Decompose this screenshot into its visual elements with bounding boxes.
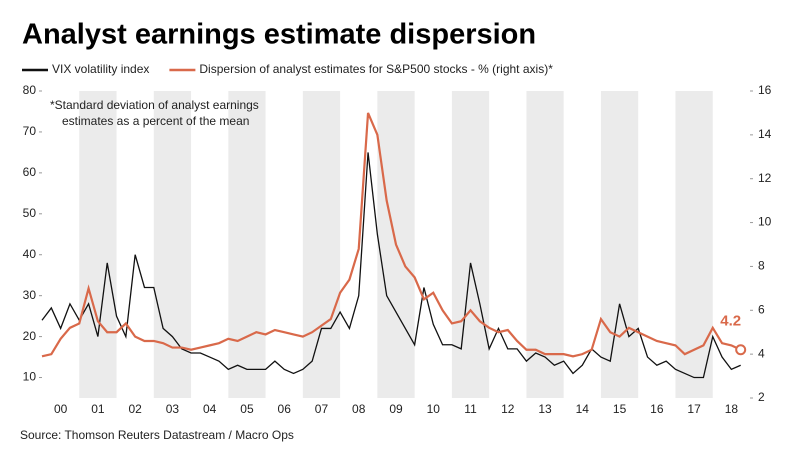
- legend-label: Dispersion of analyst estimates for S&P5…: [199, 62, 553, 76]
- year-band: [451, 91, 490, 398]
- y-tick-label: 20: [23, 329, 37, 343]
- chart-title: Analyst earnings estimate dispersion: [22, 19, 536, 51]
- x-tick-label: 13: [538, 402, 552, 416]
- x-tick-label: 05: [240, 402, 254, 416]
- y-tick-label: 40: [23, 247, 37, 261]
- x-tick-label: 10: [427, 402, 441, 416]
- y2-tick-label: 8: [758, 259, 765, 273]
- x-tick-label: 15: [613, 402, 627, 416]
- x-tick-label: 12: [501, 402, 515, 416]
- x-tick-label: 06: [278, 402, 292, 416]
- x-tick-label: 09: [389, 402, 403, 416]
- year-band: [153, 91, 192, 398]
- year-band: [79, 91, 117, 398]
- y-tick-label: 30: [23, 288, 37, 302]
- series-line: [41, 152, 741, 379]
- x-tick-label: 14: [576, 402, 590, 416]
- legend-label: VIX volatility index: [52, 62, 149, 76]
- x-tick-label: 01: [91, 402, 105, 416]
- y-tick-label: 70: [23, 124, 37, 138]
- y2-tick-label: 16: [758, 83, 772, 97]
- y2-tick-label: 6: [758, 302, 765, 316]
- x-tick-label: 16: [650, 402, 664, 416]
- year-band: [228, 91, 266, 398]
- end-marker: [735, 344, 747, 356]
- y2-tick-label: 10: [758, 215, 772, 229]
- annotation: *Standard deviation of analyst earnings e…: [50, 98, 259, 128]
- y-tick-label: 60: [23, 165, 37, 179]
- x-tick-label: 17: [687, 402, 701, 416]
- x-tick-label: 08: [352, 402, 366, 416]
- x-tick-label: 11: [464, 402, 477, 416]
- y2-tick-label: 12: [758, 171, 772, 185]
- y-tick-label: 50: [23, 206, 37, 220]
- x-tick-label: 03: [166, 402, 180, 416]
- y2-tick-label: 2: [758, 390, 765, 404]
- year-band: [526, 91, 564, 398]
- y2-tick-label: 4: [758, 346, 765, 360]
- value-label: 4.2: [720, 313, 741, 330]
- source: Source: Thomson Reuters Datastream / Mac…: [20, 428, 294, 442]
- x-tick-label: 18: [725, 402, 739, 416]
- year-band: [675, 91, 713, 398]
- x-tick-label: 04: [203, 402, 217, 416]
- year-band: [302, 91, 341, 398]
- y-tick-label: 80: [23, 83, 37, 97]
- year-band: [600, 91, 639, 398]
- x-tick-label: 00: [54, 402, 68, 416]
- plot-area: 00 01 02 03 04 05 06 07 08 09 10 11 12 13 14 15 16 17 18 10…: [23, 83, 772, 416]
- y-tick-label: 10: [23, 370, 37, 384]
- x-tick-label: 07: [315, 402, 329, 416]
- y2-tick-label: 14: [758, 127, 772, 141]
- series-line: [41, 112, 742, 358]
- x-tick-label: 02: [128, 402, 142, 416]
